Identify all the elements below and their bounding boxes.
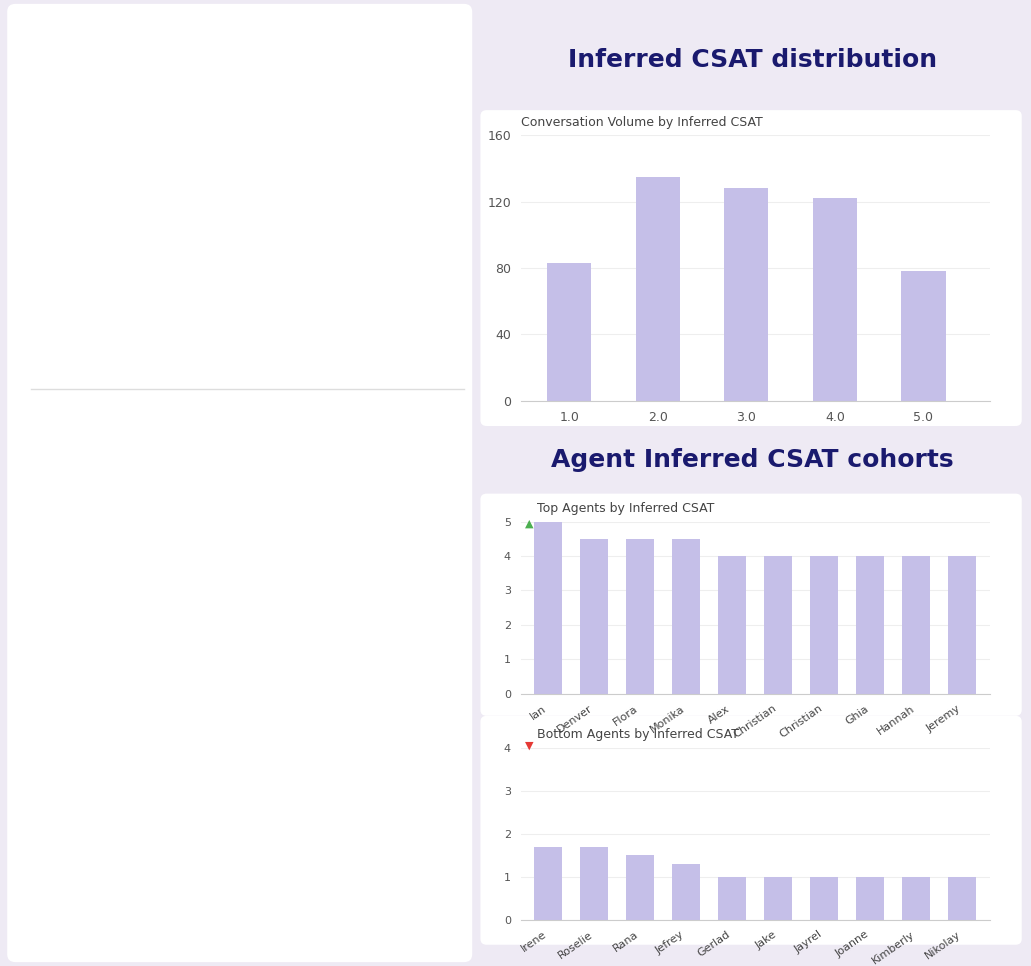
Bar bbox=[672, 864, 700, 920]
Bar bbox=[547, 263, 592, 401]
Bar bbox=[534, 522, 562, 694]
Bar bbox=[812, 198, 857, 401]
Bar bbox=[627, 539, 654, 694]
Text: ▼: ▼ bbox=[525, 741, 533, 751]
Bar bbox=[719, 877, 746, 920]
Bar bbox=[949, 556, 976, 694]
Bar bbox=[580, 539, 608, 694]
Bar bbox=[672, 539, 700, 694]
Text: High: High bbox=[386, 861, 428, 878]
Text: Inferred CSAT distribution: Inferred CSAT distribution bbox=[568, 48, 937, 72]
Text: Bottom Agents by Inferred CSAT: Bottom Agents by Inferred CSAT bbox=[521, 728, 738, 741]
Bar bbox=[810, 877, 838, 920]
Bar bbox=[901, 271, 945, 401]
Text: Transfer/Escalation: Transfer/Escalation bbox=[57, 670, 213, 689]
Text: No: No bbox=[403, 608, 428, 625]
Text: Bot Inferred CSAT: Bot Inferred CSAT bbox=[57, 248, 179, 263]
Bar bbox=[764, 556, 792, 694]
Text: 3: 3 bbox=[417, 734, 428, 752]
Bar bbox=[724, 188, 768, 401]
Bar bbox=[764, 877, 792, 920]
Text: Conversation Volume by Inferred CSAT: Conversation Volume by Inferred CSAT bbox=[521, 116, 762, 128]
Text: Frustration: Frustration bbox=[57, 544, 146, 562]
Text: Yes: Yes bbox=[396, 481, 428, 498]
Text: Agent Inferred CSAT: Agent Inferred CSAT bbox=[57, 343, 197, 356]
Bar bbox=[719, 556, 746, 694]
Bar bbox=[534, 846, 562, 920]
Bar bbox=[627, 855, 654, 920]
Bar bbox=[949, 877, 976, 920]
Text: Confusion: Confusion bbox=[57, 608, 139, 625]
Text: Resolved: Resolved bbox=[57, 481, 132, 498]
Bar bbox=[636, 177, 680, 401]
Text: Effort Score: Effort Score bbox=[57, 734, 154, 752]
Text: 3: 3 bbox=[57, 126, 95, 180]
Text: Empathy: Empathy bbox=[57, 797, 130, 815]
Text: ▲: ▲ bbox=[525, 519, 533, 528]
Bar bbox=[857, 877, 884, 920]
Bar bbox=[810, 556, 838, 694]
Text: Agent Inferred CSAT cohorts: Agent Inferred CSAT cohorts bbox=[552, 448, 954, 471]
Text: 2: 2 bbox=[57, 299, 72, 324]
Text: Yes: Yes bbox=[396, 544, 428, 562]
Text: High: High bbox=[386, 797, 428, 815]
Text: Inferred CSAT  ⓘ: Inferred CSAT ⓘ bbox=[57, 53, 179, 69]
Text: CSAT Factors: CSAT Factors bbox=[57, 422, 146, 436]
Bar bbox=[902, 877, 930, 920]
Text: 3: 3 bbox=[57, 394, 73, 417]
Text: Next Steps: Next Steps bbox=[57, 861, 147, 878]
Text: Yes: Yes bbox=[396, 670, 428, 689]
Bar bbox=[857, 556, 884, 694]
Bar bbox=[902, 556, 930, 694]
Bar bbox=[580, 846, 608, 920]
Text: Top Agents by Inferred CSAT: Top Agents by Inferred CSAT bbox=[521, 502, 714, 515]
